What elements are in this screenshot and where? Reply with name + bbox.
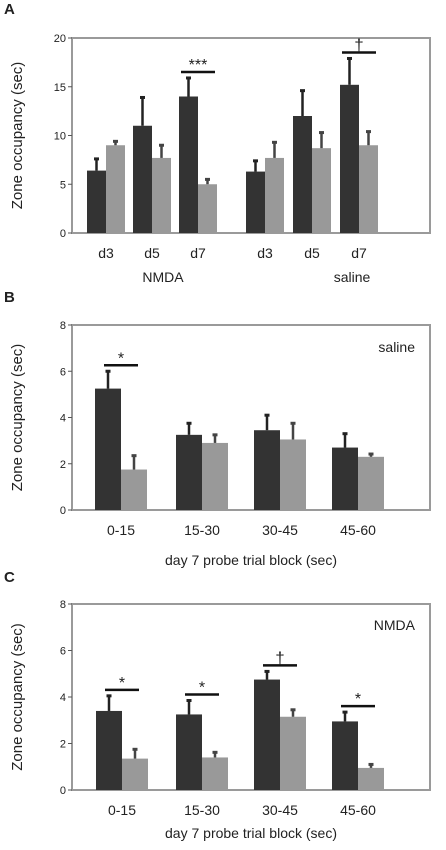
y-tick-label: 6	[60, 366, 66, 378]
bar-series2-2	[198, 184, 217, 233]
bar-series2-5	[359, 145, 378, 233]
bar-series1-1	[176, 714, 202, 790]
bar-series1-0	[95, 388, 121, 510]
x-axis-label: day 7 probe trial block (sec)	[165, 552, 337, 568]
x-tick-label: 0-15	[108, 802, 136, 818]
bar-series2-1	[202, 442, 228, 510]
y-tick-label: 6	[60, 646, 66, 658]
y-tick-label: 4	[60, 413, 66, 425]
y-tick-label: 8	[60, 320, 66, 332]
x-tick-label: 45-60	[340, 802, 376, 818]
bar-series1-2	[254, 430, 280, 510]
bar-series1-0	[96, 710, 122, 790]
significance-marker: *	[199, 679, 205, 696]
y-tick-label: 2	[60, 739, 66, 751]
bar-series2-2	[280, 716, 306, 790]
bar-series1-2	[254, 679, 280, 790]
inset-label: saline	[378, 339, 415, 355]
significance-marker: ***	[189, 57, 208, 74]
y-axis-label: Zone occupancy (sec)	[9, 623, 26, 771]
y-tick-label: 20	[54, 33, 66, 45]
y-tick-label: 0	[60, 785, 66, 797]
x-tick-label: 15-30	[184, 522, 220, 538]
bar-series1-2	[179, 96, 198, 233]
y-tick-label: 10	[54, 131, 66, 143]
bar-series2-3	[265, 157, 284, 233]
x-tick-label: d5	[304, 245, 320, 261]
bar-series2-2	[280, 439, 306, 510]
panel-letter: B	[4, 289, 15, 306]
y-tick-label: 8	[60, 599, 66, 611]
bar-series2-3	[358, 456, 384, 510]
bar-series1-5	[340, 84, 359, 233]
y-tick-label: 15	[54, 82, 66, 94]
x-axis-label: day 7 probe trial block (sec)	[165, 825, 337, 841]
y-tick-label: 0	[60, 505, 66, 517]
significance-marker: *	[118, 350, 124, 367]
significance-marker: *	[355, 691, 361, 708]
x-tick-label: d3	[257, 245, 273, 261]
bar-series2-3	[358, 767, 384, 790]
panel-b: B 0 2 4 6 8 Zone occupancy (sec) 0-15 15-30 30-45…	[4, 289, 431, 568]
significance-marker: *	[119, 675, 125, 692]
bar-series1-4	[293, 116, 312, 233]
y-tick-label: 0	[60, 228, 66, 240]
inset-label: NMDA	[374, 617, 416, 633]
panel-letter: C	[4, 569, 15, 586]
bar-series1-3	[332, 447, 358, 510]
group-label: saline	[334, 269, 371, 285]
x-tick-label: 30-45	[262, 802, 298, 818]
y-axis-label: Zone occupancy (sec)	[9, 344, 26, 492]
significance-marker: †	[275, 648, 284, 667]
bar-series1-0	[87, 170, 106, 233]
bar-series2-0	[106, 145, 125, 233]
x-tick-label: 30-45	[262, 522, 298, 538]
bar-series1-3	[332, 721, 358, 790]
group-label: NMDA	[142, 269, 184, 285]
x-tick-label: d5	[144, 245, 160, 261]
x-tick-label: d7	[190, 245, 206, 261]
bar-series2-1	[152, 157, 171, 233]
x-tick-label: 15-30	[184, 802, 220, 818]
significance-marker: †	[354, 35, 363, 54]
y-tick-label: 2	[60, 459, 66, 471]
bar-series1-1	[176, 434, 202, 510]
bar-series2-0	[121, 469, 147, 510]
bar-series2-4	[312, 148, 331, 233]
bar-series1-3	[246, 171, 265, 233]
panel-c: C 0 2 4 6 8 Zone occupancy (sec) 0-15 15-30 30-45…	[4, 569, 431, 841]
y-axis-label: Zone occupancy (sec)	[9, 62, 26, 210]
x-tick-label: d3	[98, 245, 114, 261]
x-tick-label: d7	[351, 245, 367, 261]
x-tick-label: 45-60	[340, 522, 376, 538]
bar-series2-1	[202, 757, 228, 790]
panel-letter: A	[4, 1, 15, 18]
bar-series2-0	[122, 758, 148, 790]
y-tick-label: 5	[60, 179, 66, 191]
panel-a: A 0 5 10 15 20 Zone occupancy (sec) d3 d5 d7 d3 d5 d…	[4, 1, 431, 285]
bar-series1-1	[133, 125, 152, 233]
x-tick-label: 0-15	[107, 522, 135, 538]
y-tick-label: 4	[60, 692, 66, 704]
